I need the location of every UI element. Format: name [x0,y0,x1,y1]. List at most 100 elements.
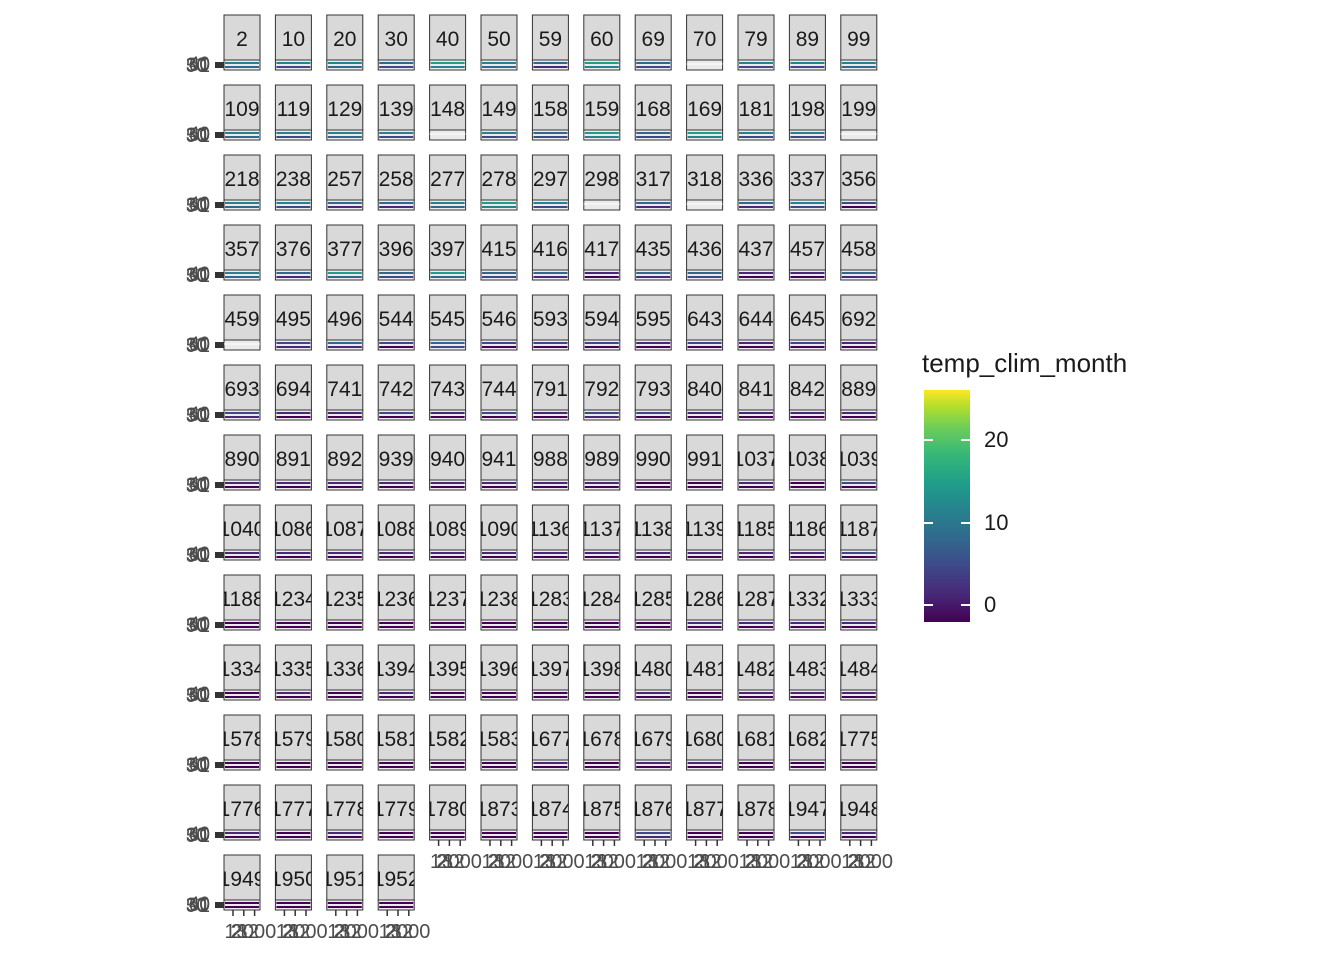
heat-band [687,556,722,558]
y-tick-label: 30 [186,755,207,776]
heat-band [430,272,465,274]
y-tick [215,902,224,908]
heat-band [636,622,671,624]
heat-band [430,622,465,624]
facet-strip [377,14,415,61]
y-tick-label: 40 [189,54,210,75]
facet-panel: 415 [480,224,518,281]
facet-plot-area [788,409,826,421]
heat-band [276,62,311,64]
facet-label: 1680 [681,728,728,751]
facet-label: 1138 [631,518,676,541]
heat-band [379,132,414,134]
facet-plot-area [686,619,724,631]
facet-panel: 496 [326,294,364,351]
x-tick-label: 2 [744,851,755,873]
facet-strip [737,434,775,481]
facet-label: 1878 [733,798,780,821]
y-tick-label: 50 [186,196,207,217]
y-tick [215,762,224,768]
heat-band [482,626,516,628]
facet-plot-area [788,759,826,771]
facet-strip [274,224,312,271]
facet-plot-area [686,199,724,211]
x-tick-label: 1 [636,851,647,873]
facet-panel: 545 [429,294,467,351]
x-tick-label: 2000 [592,851,637,873]
facet-panel: 30 [377,14,415,71]
facet-plot-area [583,129,621,141]
y-tick-label: 30 [186,405,207,426]
facet-plot-area [583,549,621,561]
facet-label: 1037 [733,448,780,471]
facet-strip [686,574,724,621]
x-tick-label: 2000 [797,851,842,873]
heat-band [379,906,414,908]
facet-label: 238 [276,168,311,191]
heat-band [430,766,465,768]
heat-band [790,66,825,68]
facet-plot-area [531,129,569,141]
heat-band [790,556,825,558]
facet-label: 168 [636,98,671,121]
facet-plot-area [531,759,569,771]
facet-panel: 158 [531,84,569,141]
facet-label: 1579 [270,728,317,751]
facet-label: 940 [430,448,465,471]
facet-label: 437 [738,238,773,261]
heat-band [841,552,876,554]
y-tick-label: 40 [189,754,210,775]
facet-plot-area [634,59,672,71]
heat-band [225,486,259,488]
heat-band [584,412,619,414]
x-tick-label: 12 [802,851,824,873]
facet-panel: 1952 [377,854,415,911]
y-tick-label: 30 [186,195,207,216]
heat-band [584,416,619,418]
heat-band [533,412,568,414]
facet-strip [223,84,261,131]
facet-label: 1779 [373,798,420,821]
heat-band [430,836,465,838]
facet-panel: 1040 [223,504,261,561]
facet-label: 889 [841,378,876,401]
facet-plot-area [737,479,775,491]
facet-plot-area [634,549,672,561]
facet-strip [840,574,878,621]
facet-panel: 1186 [788,504,826,561]
facet-plot-area [531,619,569,631]
facet-panel: 318 [686,154,724,211]
facet-plot-area [583,199,621,211]
heat-band [482,342,516,344]
x-tick-label: 2000 [694,851,739,873]
heat-band [276,202,311,204]
heat-band [790,346,825,348]
x-tick-label: 1 [224,921,235,943]
facet-label: 298 [584,168,619,191]
y-tick [215,62,224,68]
facet-strip [223,294,261,341]
heat-band [327,62,362,64]
facet-panel: 436 [686,224,724,281]
x-tick-label: 2 [282,921,293,943]
facet-strip [429,84,467,131]
heat-band [327,272,362,274]
facet-panel: 743 [429,364,467,421]
facet-plot-area [274,549,312,561]
heat-band [841,692,876,694]
heat-band [276,762,311,764]
facet-panel: 459 [223,294,261,351]
facet-panel: 842 [788,364,826,421]
heat-band [327,766,362,768]
heat-band [327,836,362,838]
heat-band [636,342,671,344]
heat-band [533,276,568,278]
heat-band [790,132,825,134]
heat-band [379,136,414,138]
facet-plot-area [480,759,518,771]
y-tick [215,622,224,628]
heat-band [225,696,259,698]
facet-label: 1397 [527,658,574,681]
facet-label: 119 [277,98,310,121]
heat-band [841,836,876,838]
